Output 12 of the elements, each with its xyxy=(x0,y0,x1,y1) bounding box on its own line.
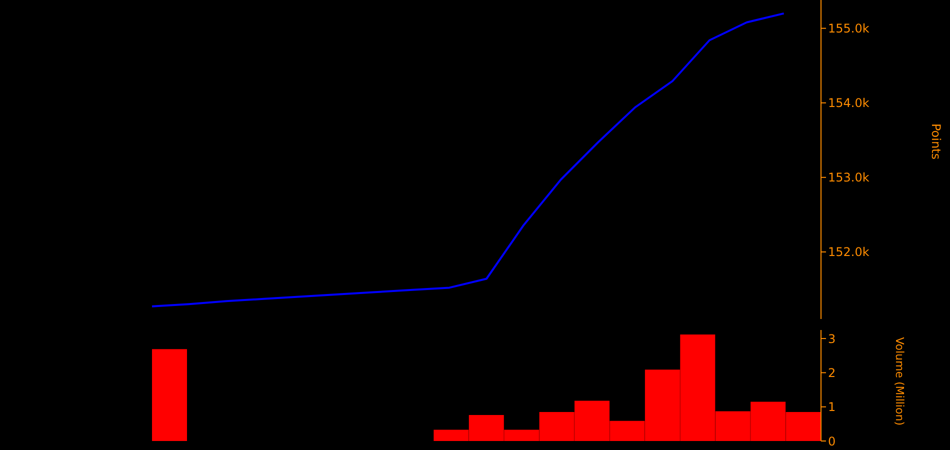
y-tick-label: 153.0k xyxy=(828,170,870,185)
bar xyxy=(152,349,187,441)
y-tick-label: 2 xyxy=(828,366,836,380)
y-tick-label: 155.0k xyxy=(828,22,870,36)
y-axis-title: Points xyxy=(928,123,943,160)
y-axis-title: Volume (Million) xyxy=(893,337,906,426)
y-tick-label: 3 xyxy=(828,332,836,346)
y-tick-label: 1 xyxy=(828,400,836,414)
line-series xyxy=(151,12,785,308)
y-tick-label: 152.0k xyxy=(828,245,870,260)
y-tick-label: 0 xyxy=(828,434,836,448)
y-tick-label: 154.0k xyxy=(828,96,870,110)
